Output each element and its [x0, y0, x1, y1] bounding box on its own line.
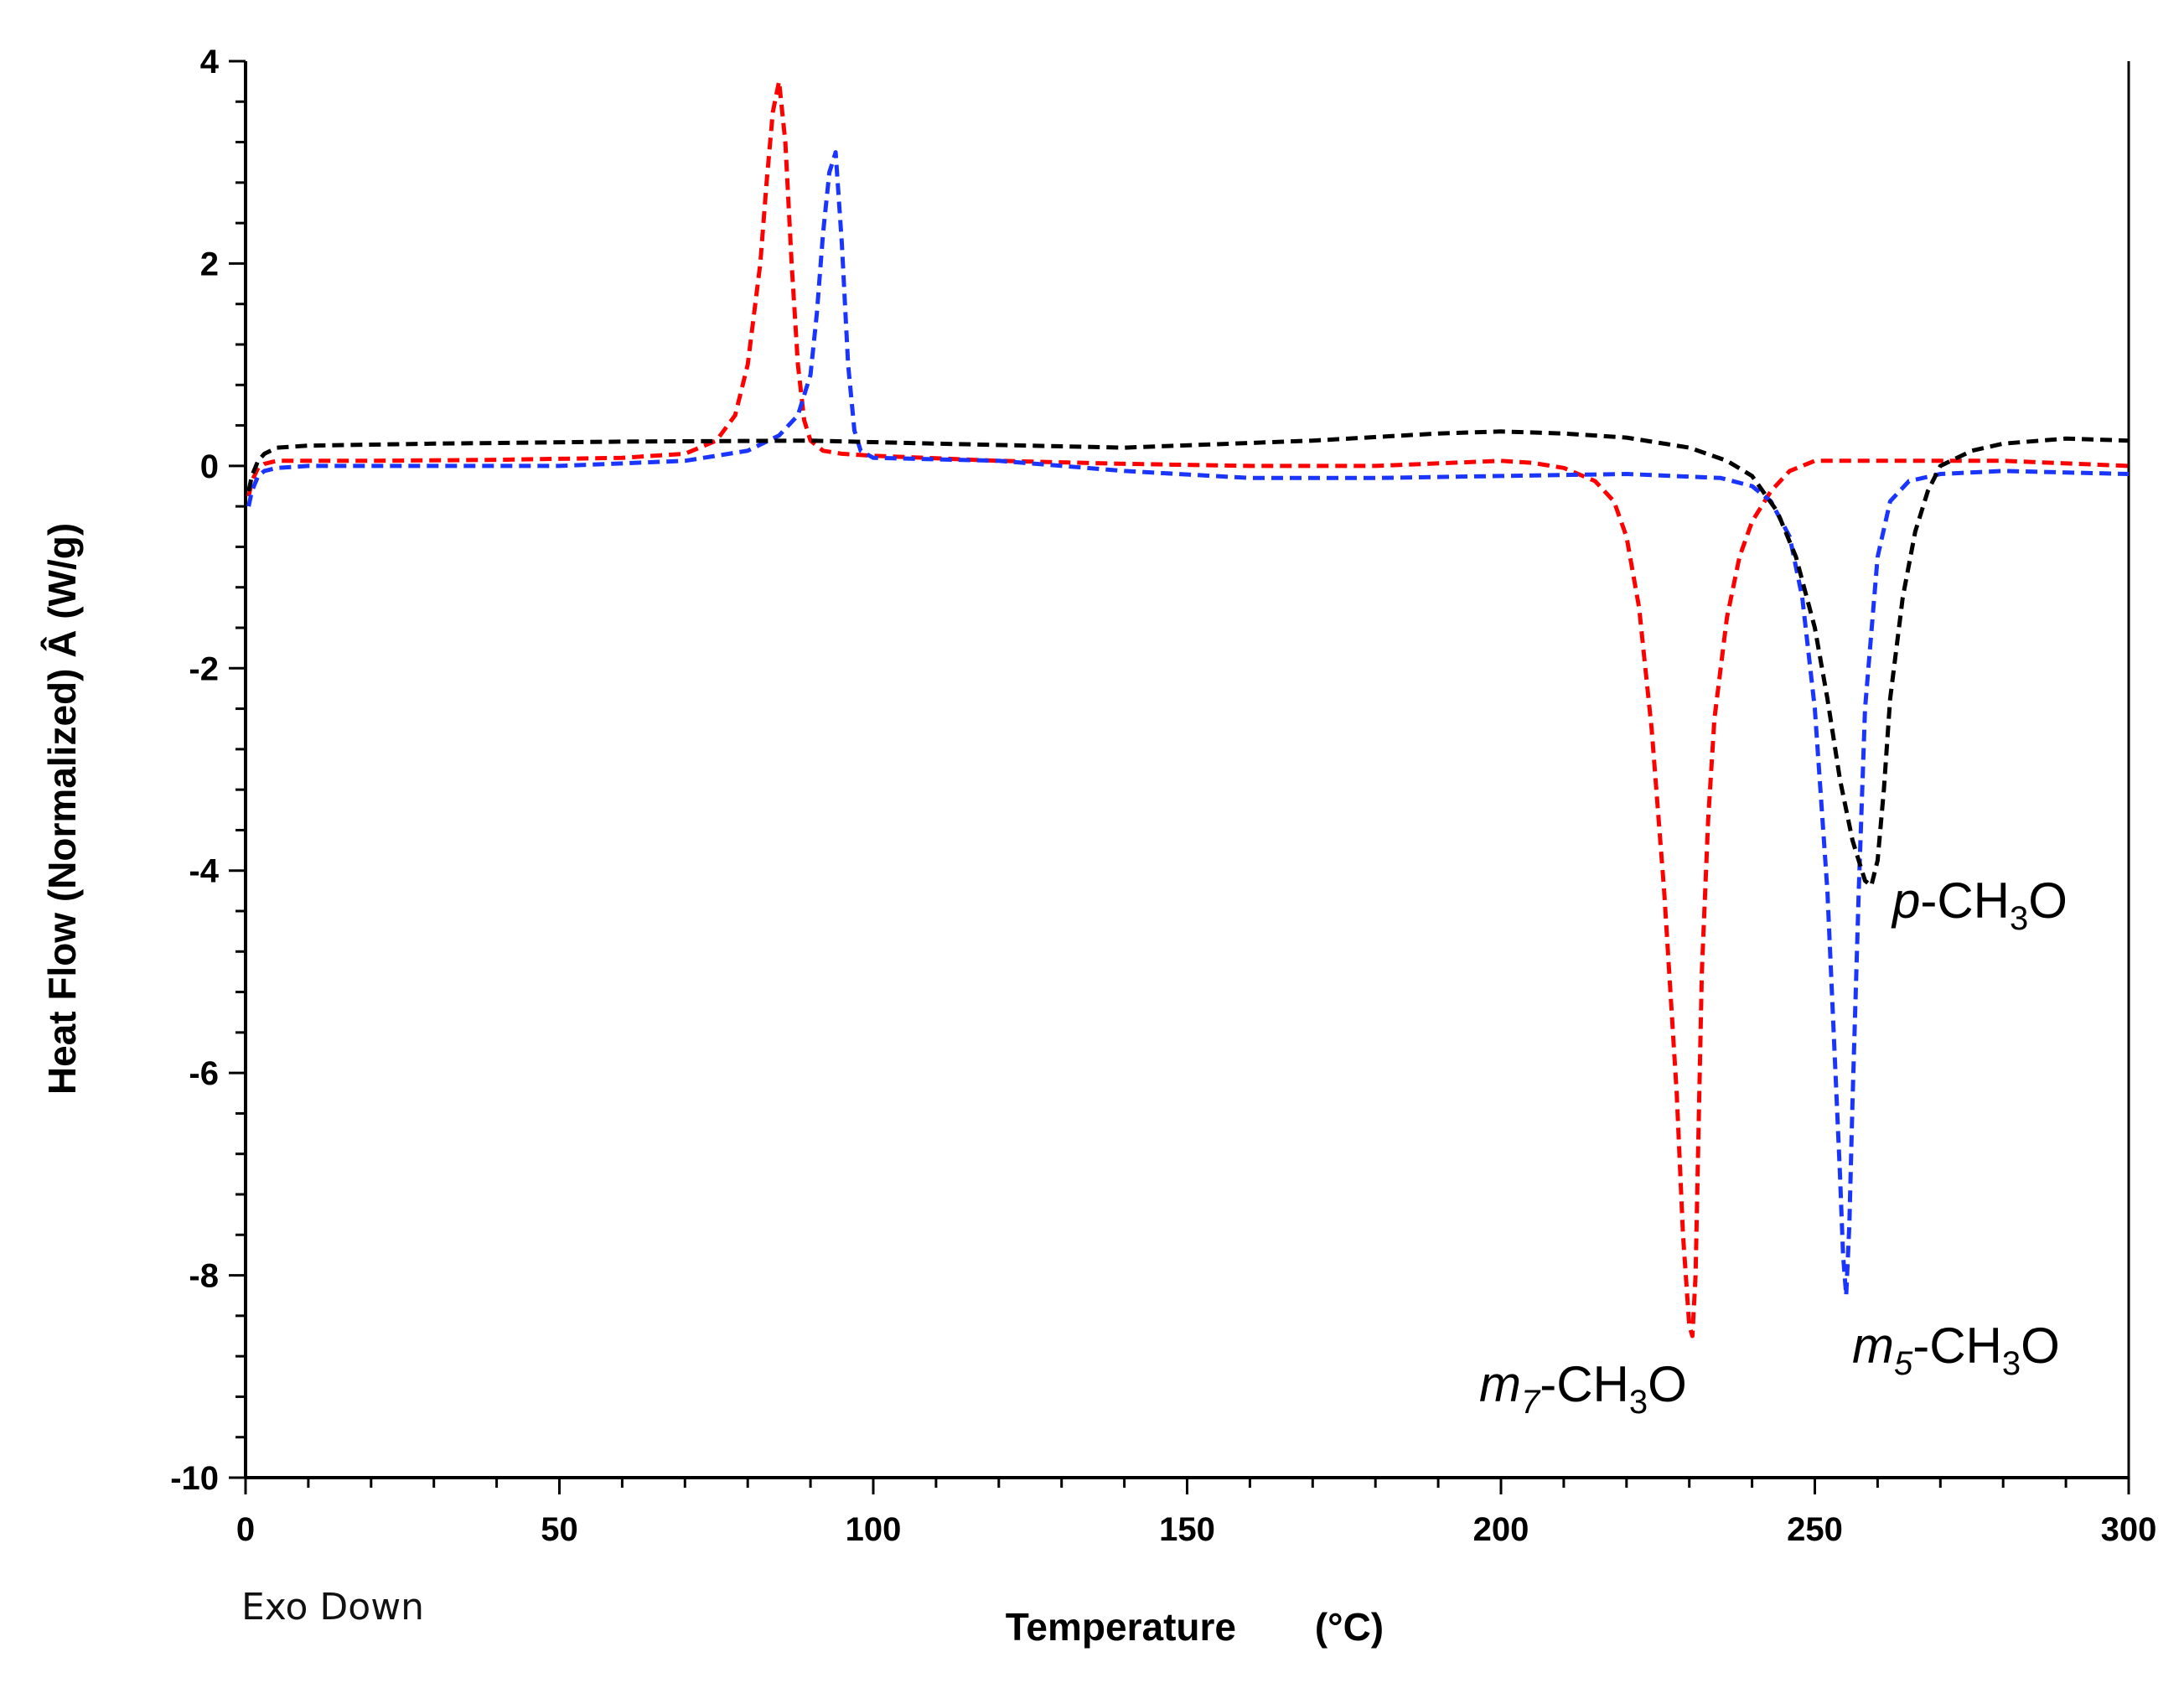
series-line-p-CH3O — [246, 429, 2130, 888]
series-label-m5: m5-CH3O — [1852, 1318, 2060, 1382]
ticks: 4 2 0 -2 -4 -6 -8 -10 0 50 100 150 200 250 300 — [170, 44, 2156, 1548]
x-tick-label: 250 — [1787, 1511, 1843, 1548]
series-label-m7: m7-CH3O — [1479, 1356, 1687, 1421]
x-tick-label: 50 — [541, 1511, 578, 1548]
y-tick-label: -6 — [189, 1055, 219, 1092]
x-axis-title: Temperature — [1006, 1605, 1236, 1649]
x-tick-label: 100 — [846, 1511, 902, 1548]
x-tick-label: 0 — [236, 1511, 255, 1548]
y-tick-label: -10 — [170, 1460, 219, 1497]
series-group — [246, 79, 2130, 1339]
y-axis-title: Heat Flow (Normalized) Â (W/g) — [40, 523, 84, 1095]
y-tick-label: 0 — [200, 448, 219, 485]
x-tick-label: 200 — [1473, 1511, 1529, 1548]
series-label-p: p-CH3O — [1891, 873, 2068, 937]
x-tick-label: 300 — [2101, 1511, 2157, 1548]
y-tick-label: -8 — [189, 1258, 219, 1295]
x-tick-label: 150 — [1159, 1511, 1215, 1548]
y-tick-label: -2 — [189, 650, 219, 687]
y-tick-label: 2 — [200, 246, 219, 282]
series-line-m7-CH3O — [246, 79, 2130, 1339]
exo-down-note: Exo Down — [241, 1586, 424, 1629]
y-tick-label: -4 — [189, 853, 219, 890]
y-tick-label: 4 — [200, 44, 220, 80]
x-axis-unit: (°C) — [1315, 1605, 1384, 1649]
series-line-m5-CH3O — [246, 150, 2130, 1298]
